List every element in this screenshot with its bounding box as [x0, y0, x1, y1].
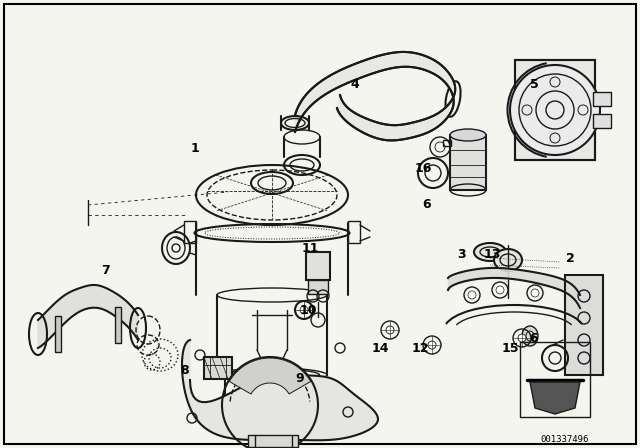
Wedge shape — [229, 358, 310, 394]
Bar — [443, 140, 451, 146]
Text: 3: 3 — [458, 249, 467, 262]
Bar — [520, 342, 590, 417]
Text: 5: 5 — [530, 78, 538, 91]
Ellipse shape — [522, 326, 538, 346]
Circle shape — [386, 326, 394, 334]
Text: 1: 1 — [191, 142, 200, 155]
Circle shape — [531, 289, 539, 297]
Bar — [450, 135, 486, 190]
Text: 7: 7 — [100, 263, 109, 276]
Bar — [565, 275, 603, 375]
Circle shape — [468, 291, 476, 299]
Text: 8: 8 — [180, 363, 189, 376]
Text: 13: 13 — [483, 249, 500, 262]
Text: 15: 15 — [501, 341, 519, 354]
Circle shape — [496, 286, 504, 294]
Bar — [593, 114, 611, 128]
Bar — [184, 221, 196, 243]
Polygon shape — [38, 285, 138, 348]
Bar — [348, 221, 360, 243]
Text: 14: 14 — [371, 341, 388, 354]
Circle shape — [518, 334, 526, 342]
Text: 9: 9 — [296, 371, 304, 384]
Bar — [306, 252, 330, 280]
Bar — [115, 307, 121, 343]
Text: 2: 2 — [566, 251, 574, 264]
Text: 10: 10 — [300, 303, 317, 316]
Polygon shape — [182, 340, 378, 440]
Bar — [515, 60, 595, 160]
Bar — [308, 280, 328, 294]
Ellipse shape — [510, 65, 600, 155]
Text: 4: 4 — [351, 78, 360, 91]
Bar — [204, 357, 232, 379]
Ellipse shape — [494, 249, 522, 271]
Text: 6: 6 — [529, 332, 538, 345]
Bar — [593, 92, 611, 106]
Text: 11: 11 — [301, 241, 319, 254]
Bar — [515, 60, 595, 160]
Circle shape — [428, 341, 436, 349]
Text: 16: 16 — [414, 161, 432, 175]
Ellipse shape — [450, 129, 486, 141]
Text: 001337496: 001337496 — [541, 435, 589, 444]
Ellipse shape — [474, 243, 506, 261]
Text: 12: 12 — [412, 341, 429, 354]
Bar — [55, 316, 61, 352]
Text: 6: 6 — [422, 198, 431, 211]
Polygon shape — [295, 52, 455, 140]
Polygon shape — [530, 382, 580, 414]
Bar — [248, 435, 298, 447]
